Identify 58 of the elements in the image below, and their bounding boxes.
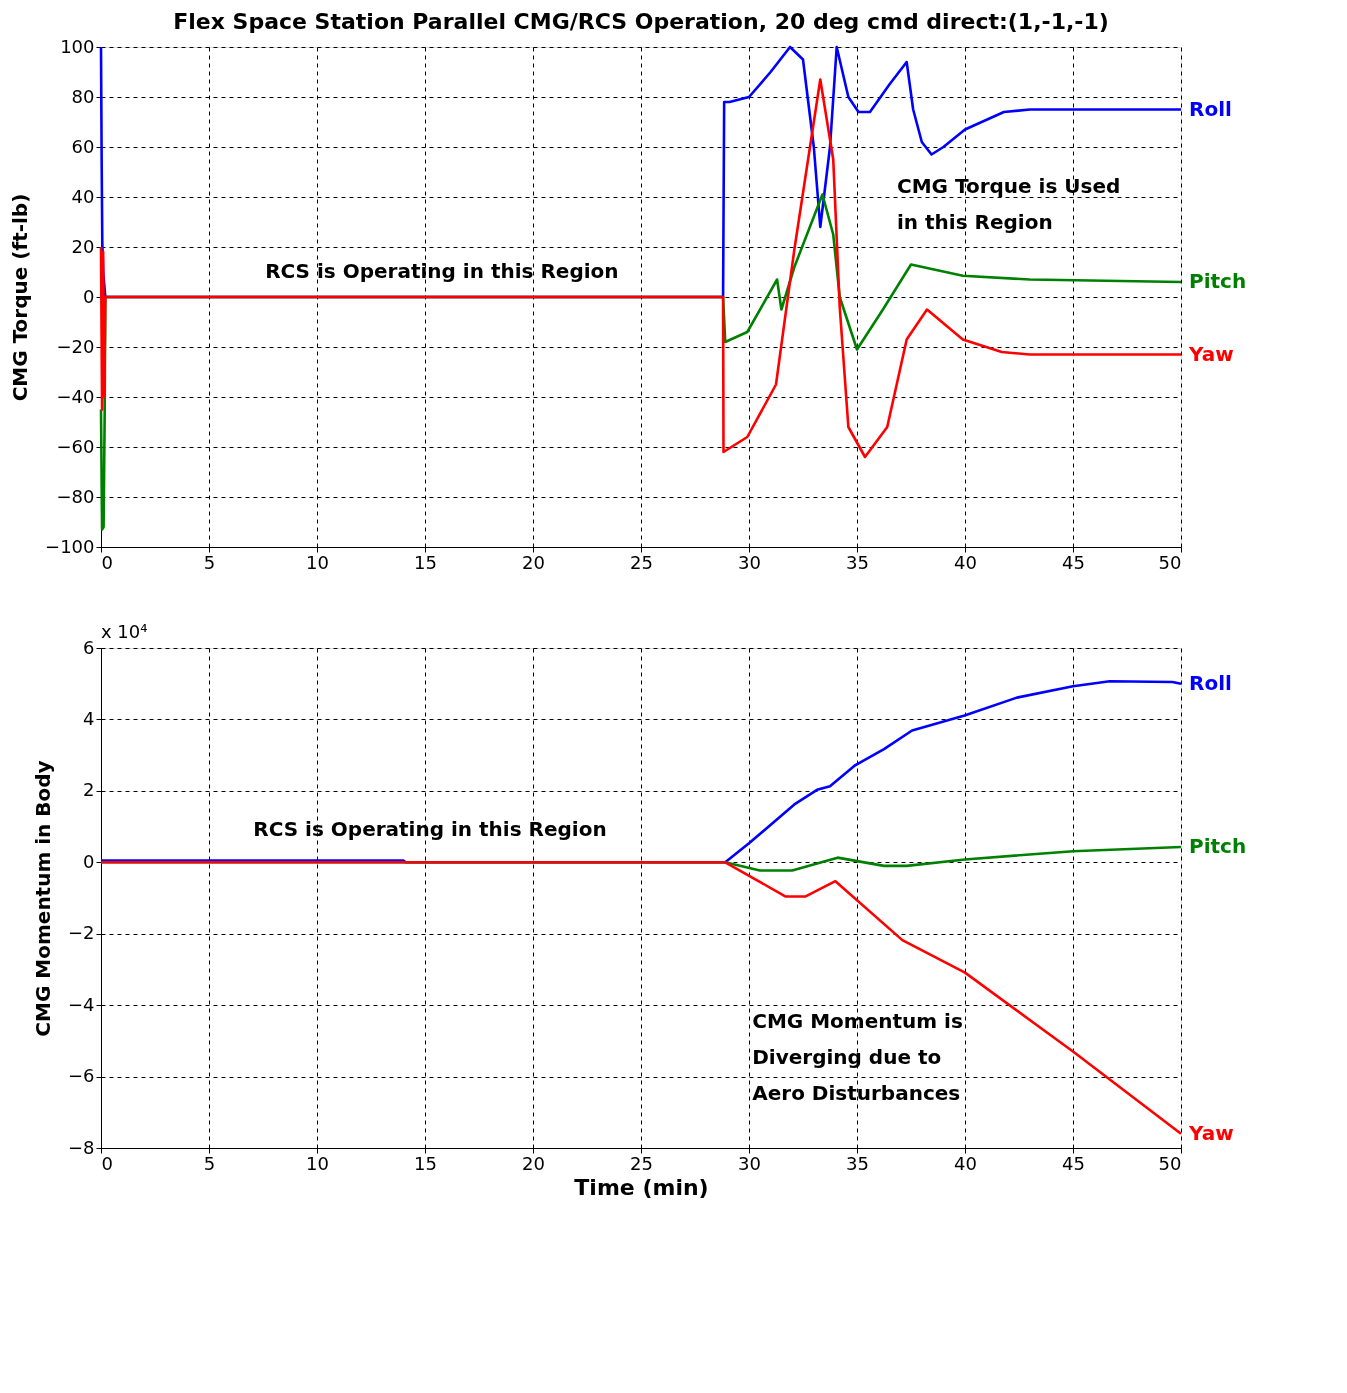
series-label: Roll: [1189, 96, 1232, 121]
y-tick-label: 0: [83, 850, 95, 872]
x-tick-label: 45: [1062, 1152, 1085, 1174]
x-tick-label: 40: [954, 551, 977, 573]
series-label: Pitch: [1189, 269, 1247, 293]
annotation: RCS is Operating in this Region: [253, 817, 607, 841]
series-label: Yaw: [1188, 1120, 1234, 1145]
y-tick-label: 2: [83, 779, 95, 801]
series-label: Roll: [1189, 670, 1232, 695]
y-tick-label: 60: [71, 135, 95, 157]
x-tick-label: 20: [522, 551, 545, 573]
y-tick-label: 20: [71, 235, 95, 257]
y-tick-label: −8: [67, 1136, 95, 1158]
line-series: [99, 78, 1183, 459]
x-tick-label: 0: [101, 1152, 113, 1174]
x-axis-title: Time (min): [574, 1174, 709, 1200]
y-tick-label: −40: [56, 385, 95, 407]
y-tick-label: −4: [67, 993, 95, 1015]
y-axis-title: CMG Torque (ft-lb): [8, 193, 33, 402]
annotation: CMG Momentum is Diverging due to Aero Disturbances: [752, 1009, 963, 1105]
y-tick-label: 0: [83, 285, 95, 307]
annotation: CMG Torque is Used in this Region: [896, 174, 1121, 234]
x-tick-label: 50: [1158, 551, 1182, 573]
y-tick-label: −2: [67, 922, 95, 944]
y-tick-label: 4: [83, 707, 95, 729]
y-tick-label: −6: [67, 1065, 95, 1087]
x-tick-label: 45: [1062, 551, 1085, 573]
y-tick-label: 80: [71, 85, 95, 107]
y-tick-label: −20: [56, 335, 95, 357]
x-tick-label: 25: [630, 551, 653, 573]
series-label: Yaw: [1188, 341, 1234, 366]
y-tick-label: −100: [45, 535, 95, 557]
chart-title: Flex Space Station Parallel CMG/RCS Operation, 20 deg cmd direct:(1,-1,-1): [173, 9, 1109, 34]
x-tick-label: 35: [846, 551, 869, 573]
y-tick-label: 100: [60, 35, 95, 57]
x-tick-label: 25: [630, 1152, 653, 1174]
annotation: RCS is Operating in this Region: [265, 259, 619, 283]
x-tick-label: 5: [203, 1152, 216, 1174]
x-tick-label: 50: [1158, 1152, 1182, 1174]
x-tick-label: 30: [738, 1152, 761, 1174]
y-tick-label: 6: [83, 636, 95, 658]
line-series: [99, 860, 1183, 1136]
x-tick-label: 10: [306, 1152, 329, 1174]
x-tick-label: 30: [738, 551, 761, 573]
x-tick-label: 10: [306, 551, 329, 573]
text: x 10⁴: [101, 621, 148, 642]
y-tick-label: −80: [56, 485, 95, 507]
x-tick-label: 5: [203, 551, 216, 573]
x-tick-label: 20: [522, 1152, 545, 1174]
series-label: Pitch: [1189, 833, 1247, 858]
y-tick-label: 40: [71, 185, 95, 207]
y-tick-label: −60: [56, 435, 95, 457]
x-tick-label: 40: [954, 1152, 977, 1174]
x-tick-label: 35: [846, 1152, 869, 1174]
y-axis-title: CMG Momentum in Body: [30, 760, 55, 1037]
x-tick-label: 15: [414, 551, 437, 573]
x-tick-label: 15: [414, 1152, 437, 1174]
x-tick-label: 0: [101, 551, 113, 573]
